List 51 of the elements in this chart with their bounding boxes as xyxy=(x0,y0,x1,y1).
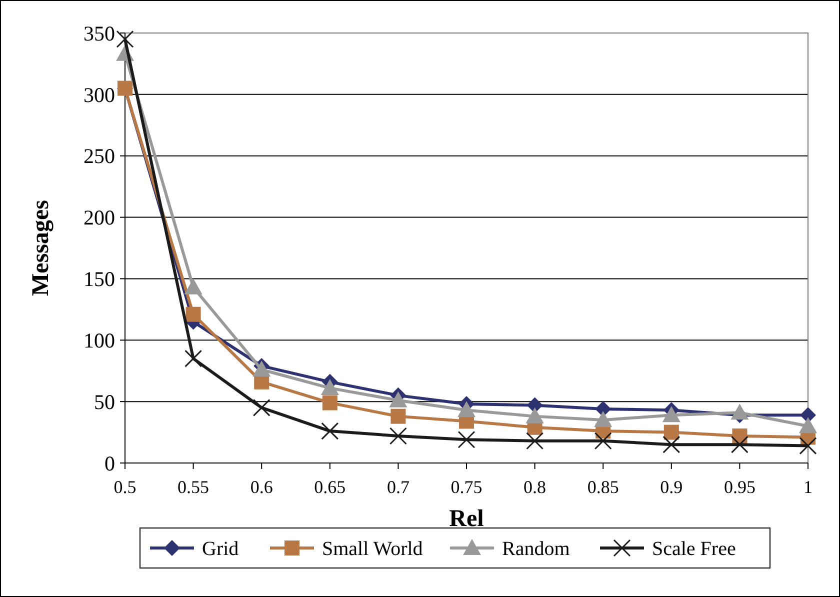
y-axis-title: Messages xyxy=(28,200,54,296)
x-tick-label: 0.85 xyxy=(587,477,619,497)
x-axis-title: Rel xyxy=(449,506,484,532)
y-tick-label: 100 xyxy=(84,328,115,352)
y-tick-label: 50 xyxy=(94,390,115,414)
point xyxy=(186,306,201,322)
x-tick-label: 0.6 xyxy=(250,477,273,497)
point xyxy=(390,408,406,424)
x-tick-label: 0.95 xyxy=(724,477,756,497)
point xyxy=(389,427,407,445)
point xyxy=(458,430,476,448)
point xyxy=(730,404,749,420)
x-tick-label: 0.9 xyxy=(660,477,683,497)
point xyxy=(458,401,476,418)
x-tick-label: 0.8 xyxy=(524,477,546,497)
point xyxy=(594,411,612,427)
x-tick-label: 0.7 xyxy=(386,477,410,497)
point xyxy=(184,350,202,368)
x-tick-label: 0.75 xyxy=(450,477,482,497)
y-tick-label: 250 xyxy=(84,144,115,168)
x-tick-label: 1 xyxy=(804,477,812,497)
point xyxy=(799,417,817,434)
point xyxy=(595,400,612,417)
point xyxy=(662,436,680,454)
y-tick-label: 0 xyxy=(104,451,115,476)
point xyxy=(664,424,679,440)
point xyxy=(252,360,271,377)
point xyxy=(799,437,817,455)
x-tick-label: 0.65 xyxy=(314,477,346,497)
point xyxy=(730,436,748,454)
point xyxy=(184,278,202,294)
point xyxy=(389,391,408,408)
y-tick-label: 200 xyxy=(84,206,115,230)
y-tick-label: 300 xyxy=(84,82,115,107)
point xyxy=(526,407,544,424)
point xyxy=(321,422,339,440)
x-tick-label: 0.55 xyxy=(178,477,210,497)
point xyxy=(116,30,134,48)
x-tick-label: 0.5 xyxy=(114,477,136,497)
legend-label: Random xyxy=(502,538,570,560)
point xyxy=(594,432,612,450)
y-tick-label: 150 xyxy=(84,267,115,292)
point xyxy=(320,379,339,396)
legend-label: Grid xyxy=(202,538,239,560)
point xyxy=(252,398,270,416)
point xyxy=(662,406,680,422)
y-tick-label: 350 xyxy=(84,21,115,46)
point xyxy=(322,395,338,410)
legend-label: Small World xyxy=(322,538,423,560)
point xyxy=(526,432,544,450)
legend-label: Scale Free xyxy=(652,538,736,560)
